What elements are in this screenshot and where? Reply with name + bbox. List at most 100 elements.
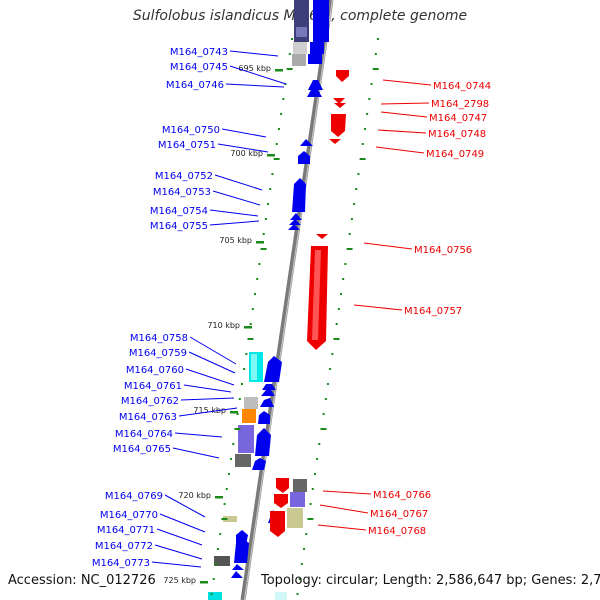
gene-label-left[interactable]: M164_0764	[115, 429, 173, 440]
gene-label-left[interactable]: M164_0772	[95, 541, 153, 552]
gene-label-left[interactable]: M164_0753	[153, 187, 211, 198]
gene-label-left[interactable]: M164_0760	[126, 365, 184, 376]
ruler-tick	[286, 68, 293, 70]
gene-M164_0750-arrow	[300, 139, 313, 146]
ruler-label: 710 kbp	[207, 321, 240, 330]
gene-M164_0771-arrow-2	[236, 530, 248, 545]
gene-M164_0746-arrow	[308, 80, 323, 90]
ruler-tick	[264, 218, 267, 220]
ruler-tick	[316, 458, 319, 460]
ruler-tick	[305, 533, 308, 535]
ruler-major-tick	[256, 241, 264, 244]
gene-label-left[interactable]: M164_0762	[121, 396, 179, 407]
gene-label-left[interactable]: M164_0754	[150, 206, 208, 217]
gene-label-left[interactable]: M164_0746	[166, 80, 224, 91]
gene-label-right[interactable]: M164_0744	[433, 81, 491, 92]
gene-label-right[interactable]: M164_2798	[431, 99, 489, 110]
gene-label-left[interactable]: M164_0758	[130, 333, 188, 344]
gene-M164_2798-arrow	[333, 98, 345, 104]
label-leader-line	[377, 129, 427, 134]
gene-M164_0753-arrow	[290, 213, 302, 220]
ruler-tick	[260, 248, 267, 250]
gene-label-right[interactable]: M164_0748	[428, 129, 486, 140]
ruler-tick	[311, 488, 314, 490]
gene-M164_0760-arrow	[262, 384, 276, 390]
label-leader-line	[221, 128, 267, 138]
gene-label-right[interactable]: M164_0757	[404, 306, 462, 317]
ruler-tick	[243, 368, 246, 370]
ruler-tick	[221, 518, 228, 520]
gene-label-left[interactable]: M164_0750	[162, 125, 220, 136]
ruler-tick	[262, 233, 265, 235]
ruler-ticks	[210, 38, 379, 595]
feature-block-top-c	[313, 0, 329, 42]
ruler-tick	[355, 188, 358, 190]
ruler-tick	[273, 158, 280, 160]
gene-label-left[interactable]: M164_0761	[124, 381, 182, 392]
ruler-tick	[357, 173, 360, 175]
genome-backbone-highlight	[243, 0, 334, 600]
gene-label-left[interactable]: M164_0745	[170, 62, 228, 73]
ruler-tick	[223, 503, 226, 505]
gene-label-right[interactable]: M164_0767	[370, 509, 428, 520]
ruler-tick	[275, 143, 278, 145]
ruler-tick	[350, 218, 353, 220]
ruler-tick	[271, 173, 274, 175]
label-leader-line	[209, 220, 260, 226]
accession-text: Accession: NC_012726	[8, 573, 156, 588]
gene-M164_0747-arrow	[334, 103, 346, 108]
gene-label-right[interactable]: M164_0766	[373, 490, 431, 501]
label-leader-line	[380, 111, 428, 118]
gene-M164_0766-arrow	[276, 478, 289, 493]
gene-M164_0749-arrow	[329, 139, 341, 144]
ruler-tick	[258, 263, 261, 265]
ruler-tick	[240, 383, 243, 385]
label-leader-line	[319, 504, 369, 514]
label-leader-line	[317, 524, 367, 531]
gene-label-left[interactable]: M164_0763	[119, 412, 177, 423]
label-leader-line	[185, 368, 235, 386]
gene-M164_0759-arrow	[264, 356, 282, 382]
gene-label-left[interactable]: M164_0759	[129, 348, 187, 359]
ruler-tick	[288, 53, 291, 55]
ruler-tick	[342, 278, 345, 280]
ruler-tick	[225, 488, 228, 490]
gene-label-right[interactable]: M164_0747	[429, 113, 487, 124]
ruler-tick	[238, 398, 241, 400]
gene-label-left[interactable]: M164_0770	[100, 510, 158, 521]
gene-M164_0762-arrow	[260, 398, 274, 407]
label-leader-line	[189, 336, 237, 365]
ruler-major-tick	[275, 69, 283, 72]
ruler-label: 715 kbp	[193, 406, 226, 415]
gene-label-left[interactable]: M164_0769	[105, 491, 163, 502]
gene-label-left[interactable]: M164_0752	[155, 171, 213, 182]
gene-label-right[interactable]: M164_0749	[426, 149, 484, 160]
ruler-tick	[348, 233, 351, 235]
gene-label-left[interactable]: M164_0771	[97, 525, 155, 536]
gene-M164_0768-block	[287, 508, 303, 528]
gene-M164_0757-shade	[312, 250, 321, 340]
topology-text: Topology: circular; Length: 2,586,647 bp…	[261, 573, 600, 588]
gene-label-left[interactable]: M164_0743	[170, 47, 228, 58]
label-leader-line	[353, 304, 403, 311]
gene-label-left[interactable]: M164_0765	[113, 444, 171, 455]
gene-label-right[interactable]: M164_0768	[368, 526, 426, 537]
feature-block-top-d	[293, 42, 307, 54]
feature-block-top-b	[296, 27, 307, 37]
ruler-major-tick	[267, 154, 275, 157]
gene-label-left[interactable]: M164_0755	[150, 221, 208, 232]
gene-M164_0752-arrow	[292, 178, 306, 212]
ruler-label: 705 kbp	[219, 236, 252, 245]
ruler-tick	[210, 593, 213, 595]
gene-label-left[interactable]: M164_0773	[92, 558, 150, 569]
ruler-tick	[377, 38, 379, 40]
label-leader-line	[156, 528, 203, 546]
ruler-tick	[329, 368, 332, 370]
label-leader-line	[180, 397, 235, 401]
ruler-tick	[359, 158, 366, 160]
gene-label-left[interactable]: M164_0751	[158, 140, 216, 151]
gene-M164_0768-arrow	[270, 511, 285, 537]
gene-M164_0744-arrow	[336, 70, 349, 82]
gene-label-right[interactable]: M164_0756	[414, 245, 472, 256]
